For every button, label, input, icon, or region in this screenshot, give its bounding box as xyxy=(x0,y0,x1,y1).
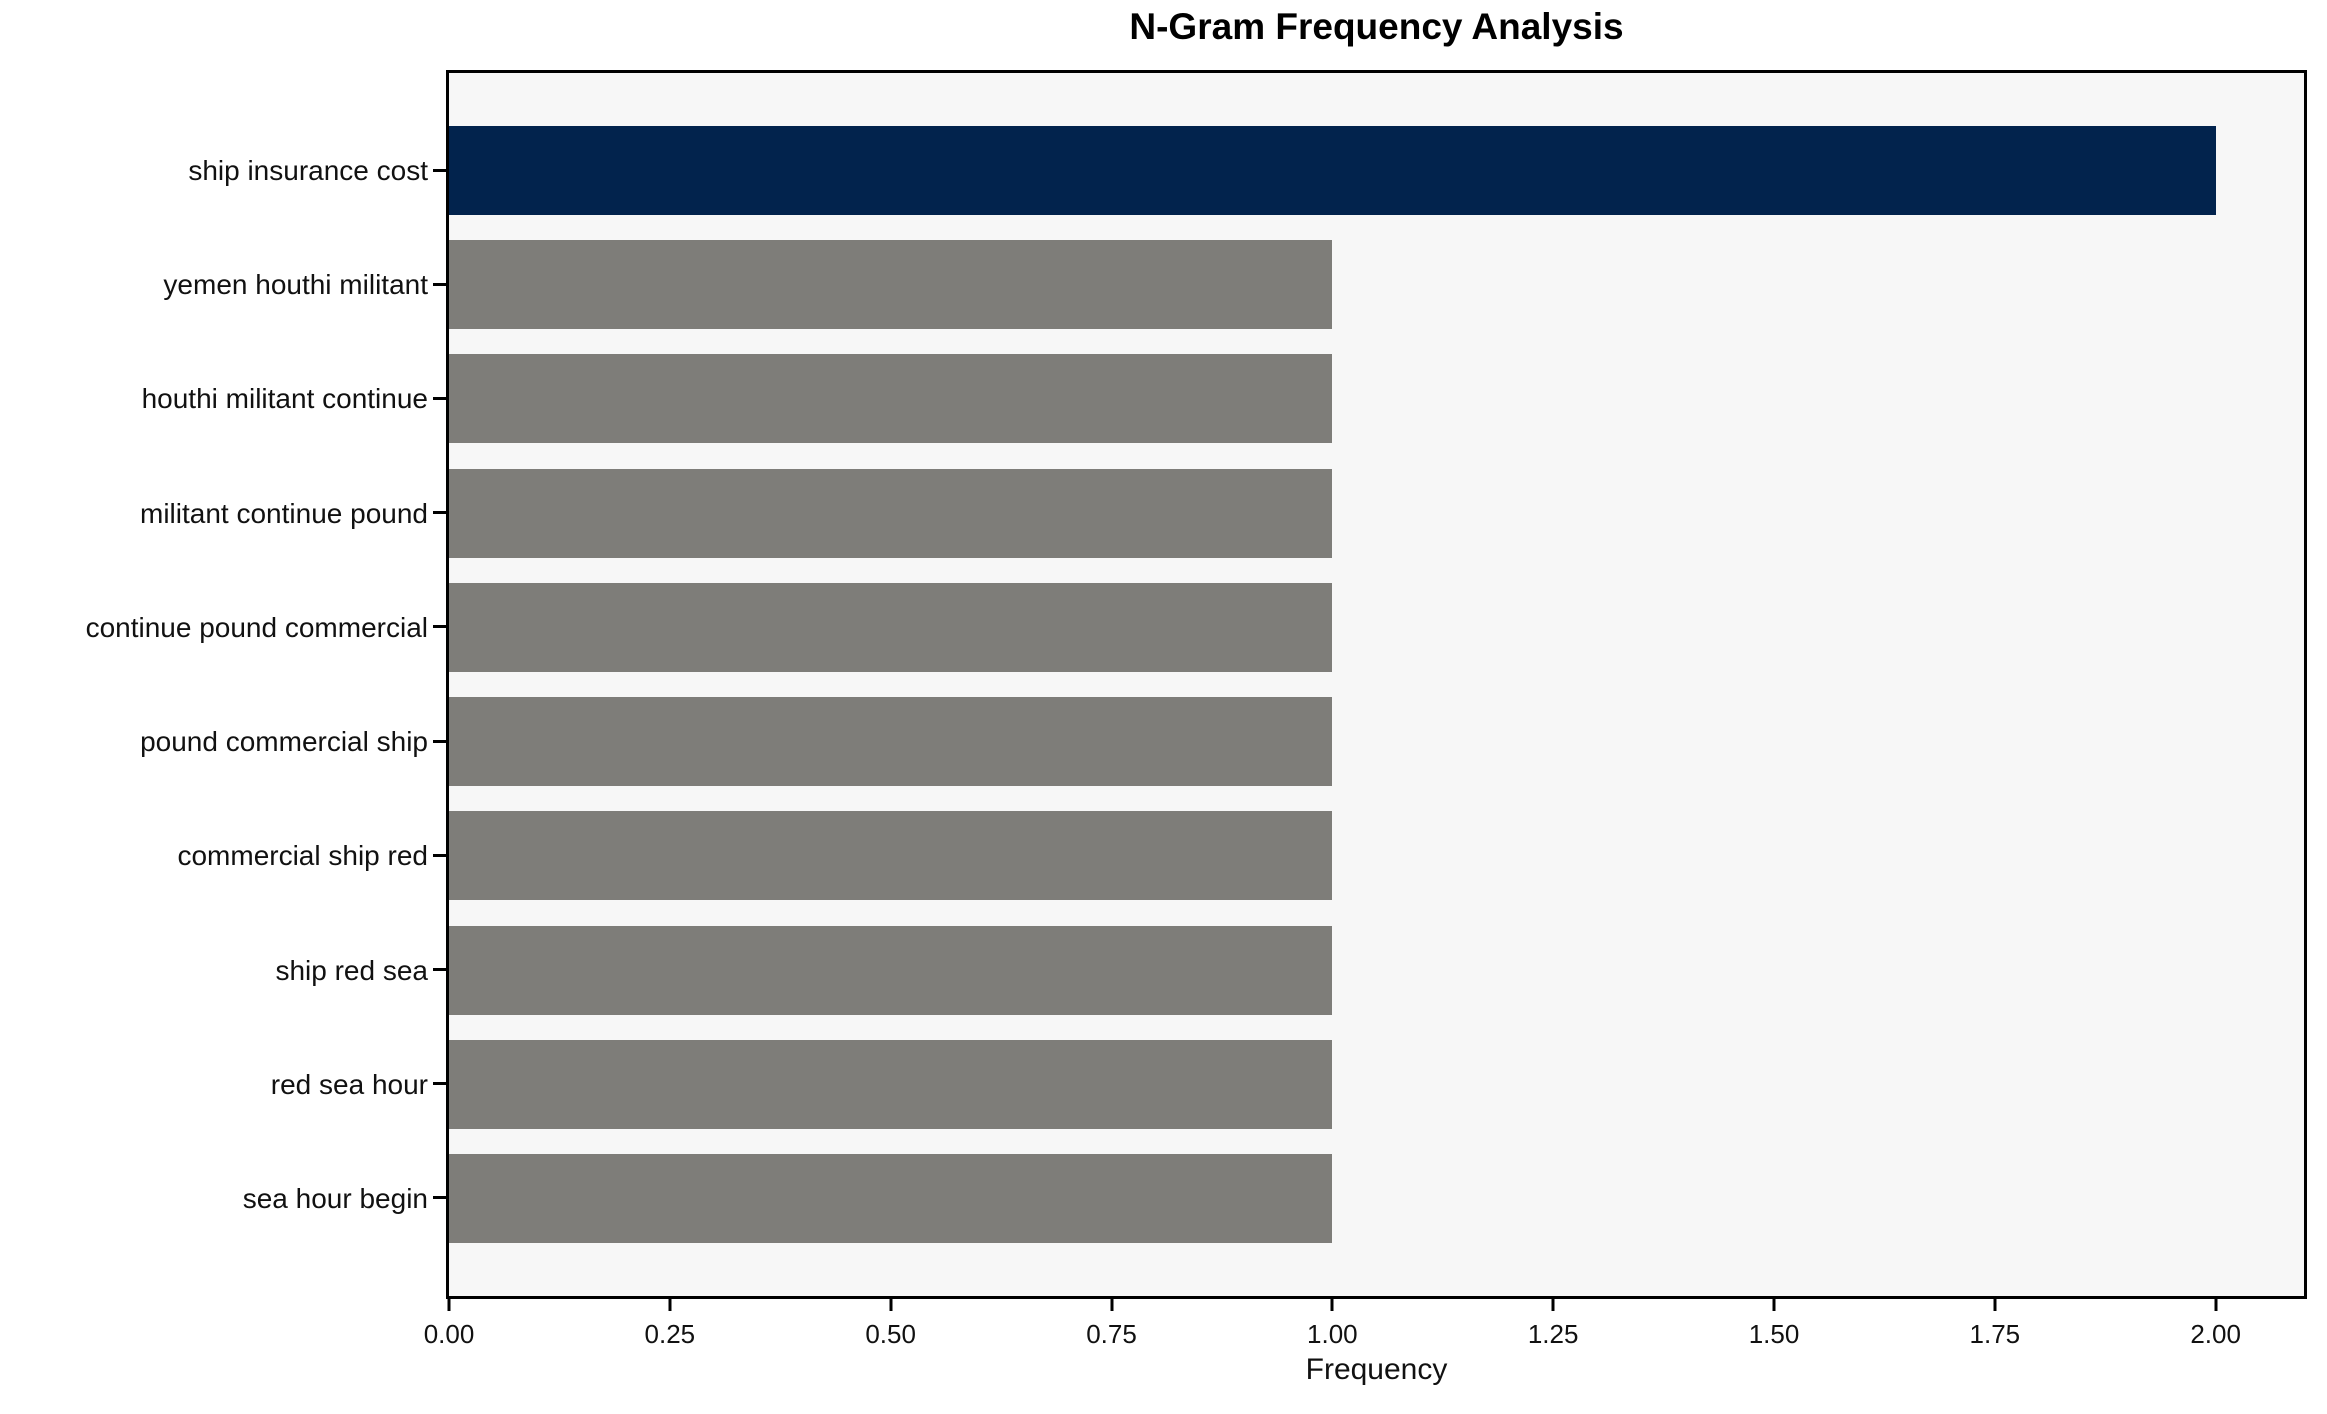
y-tick-label: continue pound commercial xyxy=(85,611,428,643)
bar xyxy=(449,697,1333,787)
y-tick-label: commercial ship red xyxy=(177,840,428,872)
x-tick-mark xyxy=(1330,1299,1334,1311)
x-tick-mark xyxy=(2214,1299,2218,1311)
bar xyxy=(449,582,1333,672)
y-tick-mark xyxy=(433,282,446,286)
bar-row: pound commercial ship xyxy=(140,697,2304,787)
y-tick-label: yemen houthi militant xyxy=(163,269,428,301)
y-tick-mark xyxy=(433,853,446,857)
y-tick-label: houthi militant continue xyxy=(141,383,428,415)
x-tick-label: 0.00 xyxy=(423,1319,475,1349)
bar xyxy=(449,240,1333,330)
y-tick-label: ship red sea xyxy=(275,954,428,986)
x-tick-label: 1.00 xyxy=(1307,1319,1358,1349)
bar xyxy=(449,468,1333,558)
chart-title: N-Gram Frequency Analysis xyxy=(1129,6,1624,47)
y-tick-mark xyxy=(433,739,446,743)
y-tick-mark xyxy=(433,1082,446,1086)
y-tick-mark xyxy=(433,1196,446,1200)
y-tick-label: militant continue pound xyxy=(140,497,428,529)
y-tick-mark xyxy=(433,168,446,172)
y-tick-mark xyxy=(433,625,446,629)
y-tick-label: sea hour begin xyxy=(242,1182,428,1214)
bar xyxy=(449,354,1333,444)
x-tick-mark xyxy=(889,1299,893,1311)
bar xyxy=(449,811,1333,901)
y-tick-label: ship insurance cost xyxy=(188,155,428,186)
bars-container: ship insurance cost yemen houthi militant… xyxy=(86,73,2304,1296)
y-tick-mark xyxy=(433,511,446,515)
bar-row: yemen houthi militant xyxy=(163,240,2304,330)
x-axis: 0.00 0.25 0.50 0.75 1.00 1.25 1.50 1.75 2.00 xyxy=(424,1299,2304,1409)
plot-area: ship insurance cost yemen houthi militant… xyxy=(86,70,2307,1299)
x-tick-mark xyxy=(1110,1299,1113,1311)
x-tick-label: 0.25 xyxy=(644,1319,696,1349)
x-tick-label: 1.75 xyxy=(1969,1319,2021,1349)
bar-row: continue pound commercial xyxy=(86,582,2304,672)
bar-row: ship insurance cost xyxy=(188,126,2304,215)
bar-row: houthi militant continue xyxy=(142,354,2304,444)
x-tick-label: 0.50 xyxy=(865,1319,916,1349)
y-tick-label: red sea hour xyxy=(270,1068,428,1100)
x-tick-mark xyxy=(1772,1299,1776,1311)
bar xyxy=(449,1153,1333,1243)
bar-row: militant continue pound xyxy=(140,468,2304,558)
y-tick-mark xyxy=(433,968,446,972)
x-tick-mark xyxy=(1551,1299,1555,1311)
bar xyxy=(449,1039,1333,1129)
x-tick-label: 1.25 xyxy=(1527,1319,1579,1349)
bar-row: commercial ship red xyxy=(177,811,2304,901)
bar xyxy=(449,126,2216,215)
x-axis-label: Frequency xyxy=(1305,1353,1448,1386)
y-tick-mark xyxy=(433,396,446,400)
bar-row: sea hour begin xyxy=(243,1153,2304,1243)
x-tick-mark xyxy=(447,1299,451,1311)
x-tick-mark xyxy=(1993,1299,1997,1311)
x-tick-mark xyxy=(668,1299,672,1311)
x-tick-label: 1.50 xyxy=(1748,1319,1800,1349)
bar-row: red sea hour xyxy=(271,1039,2304,1129)
bar xyxy=(449,925,1333,1015)
bar-row: ship red sea xyxy=(275,925,2304,1015)
y-tick-label: pound commercial ship xyxy=(140,726,428,758)
x-tick-label: 2.00 xyxy=(2190,1319,2241,1349)
x-tick-label: 0.75 xyxy=(1086,1319,1137,1349)
